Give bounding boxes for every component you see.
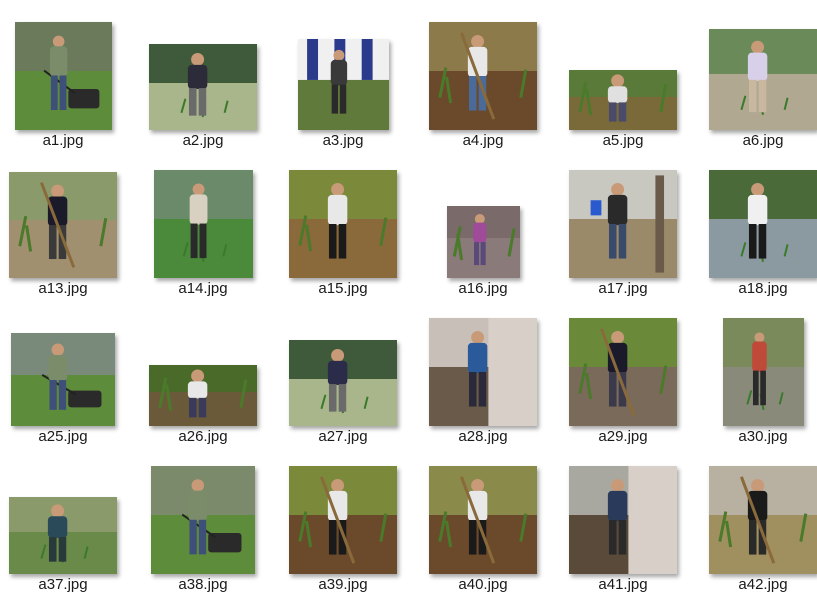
thumbnail-frame <box>143 12 263 130</box>
file-item[interactable]: a18.jpg <box>703 160 817 300</box>
image-thumbnail[interactable] <box>709 29 817 130</box>
file-name-label: a1.jpg <box>42 132 84 149</box>
thumbnail-frame <box>703 456 817 574</box>
file-item[interactable]: a3.jpg <box>283 12 403 152</box>
file-name-label: a30.jpg <box>738 428 788 445</box>
file-item[interactable]: a27.jpg <box>283 308 403 448</box>
file-name-label: a2.jpg <box>182 132 224 149</box>
file-name-label: a13.jpg <box>38 280 88 297</box>
file-name-label: a38.jpg <box>178 576 228 593</box>
file-name-label: a40.jpg <box>458 576 508 593</box>
file-name-label: a29.jpg <box>598 428 648 445</box>
thumbnail-frame <box>283 308 403 426</box>
thumbnail-frame <box>563 456 683 574</box>
image-thumbnail[interactable] <box>153 170 253 278</box>
file-item[interactable]: a1.jpg <box>3 12 123 152</box>
file-item[interactable]: a41.jpg <box>563 456 683 596</box>
image-thumbnail[interactable] <box>709 170 817 278</box>
thumbnail-frame <box>3 308 123 426</box>
image-thumbnail[interactable] <box>569 70 677 130</box>
thumbnail-frame <box>283 456 403 574</box>
file-item[interactable]: a14.jpg <box>143 160 263 300</box>
file-name-label: a42.jpg <box>738 576 788 593</box>
thumbnail-frame <box>563 12 683 130</box>
file-item[interactable]: a15.jpg <box>283 160 403 300</box>
image-thumbnail[interactable] <box>149 44 257 130</box>
image-thumbnail[interactable] <box>11 333 115 426</box>
file-name-label: a41.jpg <box>598 576 648 593</box>
file-item[interactable]: a37.jpg <box>3 456 123 596</box>
file-item[interactable]: a5.jpg <box>563 12 683 152</box>
image-thumbnail[interactable] <box>429 22 537 130</box>
file-item[interactable]: a38.jpg <box>143 456 263 596</box>
file-item[interactable]: a6.jpg <box>703 12 817 152</box>
file-item[interactable]: a17.jpg <box>563 160 683 300</box>
file-name-label: a4.jpg <box>462 132 504 149</box>
thumbnail-frame <box>283 160 403 278</box>
file-item[interactable]: a13.jpg <box>3 160 123 300</box>
thumbnail-frame <box>423 160 543 278</box>
file-name-label: a26.jpg <box>178 428 228 445</box>
image-thumbnail[interactable] <box>429 466 537 574</box>
image-thumbnail[interactable] <box>429 318 537 426</box>
image-thumbnail[interactable] <box>9 172 117 278</box>
thumbnail-frame <box>283 12 403 130</box>
image-thumbnail[interactable] <box>289 340 397 426</box>
file-name-label: a15.jpg <box>318 280 368 297</box>
file-item[interactable]: a29.jpg <box>563 308 683 448</box>
file-item[interactable]: a16.jpg <box>423 160 543 300</box>
file-item[interactable]: a26.jpg <box>143 308 263 448</box>
image-thumbnail[interactable] <box>709 466 817 574</box>
file-item[interactable]: a28.jpg <box>423 308 543 448</box>
thumbnail-frame <box>423 12 543 130</box>
image-thumbnail[interactable] <box>569 318 677 426</box>
file-item[interactable]: a2.jpg <box>143 12 263 152</box>
image-thumbnail[interactable] <box>151 466 255 574</box>
image-thumbnail[interactable] <box>14 22 112 130</box>
file-name-label: a39.jpg <box>318 576 368 593</box>
file-item[interactable]: a30.jpg <box>703 308 817 448</box>
file-name-label: a14.jpg <box>178 280 228 297</box>
file-name-label: a27.jpg <box>318 428 368 445</box>
image-thumbnail[interactable] <box>289 170 397 278</box>
thumbnail-frame <box>143 308 263 426</box>
thumbnail-frame <box>3 12 123 130</box>
image-thumbnail[interactable] <box>297 39 389 130</box>
thumbnail-frame <box>423 308 543 426</box>
thumbnail-frame <box>563 308 683 426</box>
file-name-label: a16.jpg <box>458 280 508 297</box>
image-thumbnail[interactable] <box>722 318 804 426</box>
file-name-label: a17.jpg <box>598 280 648 297</box>
image-thumbnail[interactable] <box>289 466 397 574</box>
file-name-label: a37.jpg <box>38 576 88 593</box>
file-item[interactable]: a40.jpg <box>423 456 543 596</box>
file-name-label: a6.jpg <box>742 132 784 149</box>
file-item[interactable]: a25.jpg <box>3 308 123 448</box>
thumbnail-frame <box>703 308 817 426</box>
image-thumbnail[interactable] <box>446 206 520 278</box>
image-thumbnail[interactable] <box>149 365 257 426</box>
file-name-label: a18.jpg <box>738 280 788 297</box>
file-name-label: a25.jpg <box>38 428 88 445</box>
file-name-label: a3.jpg <box>322 132 364 149</box>
image-thumbnail[interactable] <box>9 497 117 574</box>
file-item[interactable]: a39.jpg <box>283 456 403 596</box>
image-thumbnail[interactable] <box>569 466 677 574</box>
thumbnail-frame <box>3 160 123 278</box>
file-item[interactable]: a42.jpg <box>703 456 817 596</box>
thumbnail-frame <box>143 456 263 574</box>
thumbnail-frame <box>143 160 263 278</box>
file-item[interactable]: a4.jpg <box>423 12 543 152</box>
thumbnail-frame <box>563 160 683 278</box>
thumbnail-frame <box>703 12 817 130</box>
file-name-label: a5.jpg <box>602 132 644 149</box>
image-thumbnail[interactable] <box>569 170 677 278</box>
thumbnail-frame <box>423 456 543 574</box>
file-name-label: a28.jpg <box>458 428 508 445</box>
thumbnail-frame <box>703 160 817 278</box>
thumbnail-frame <box>3 456 123 574</box>
